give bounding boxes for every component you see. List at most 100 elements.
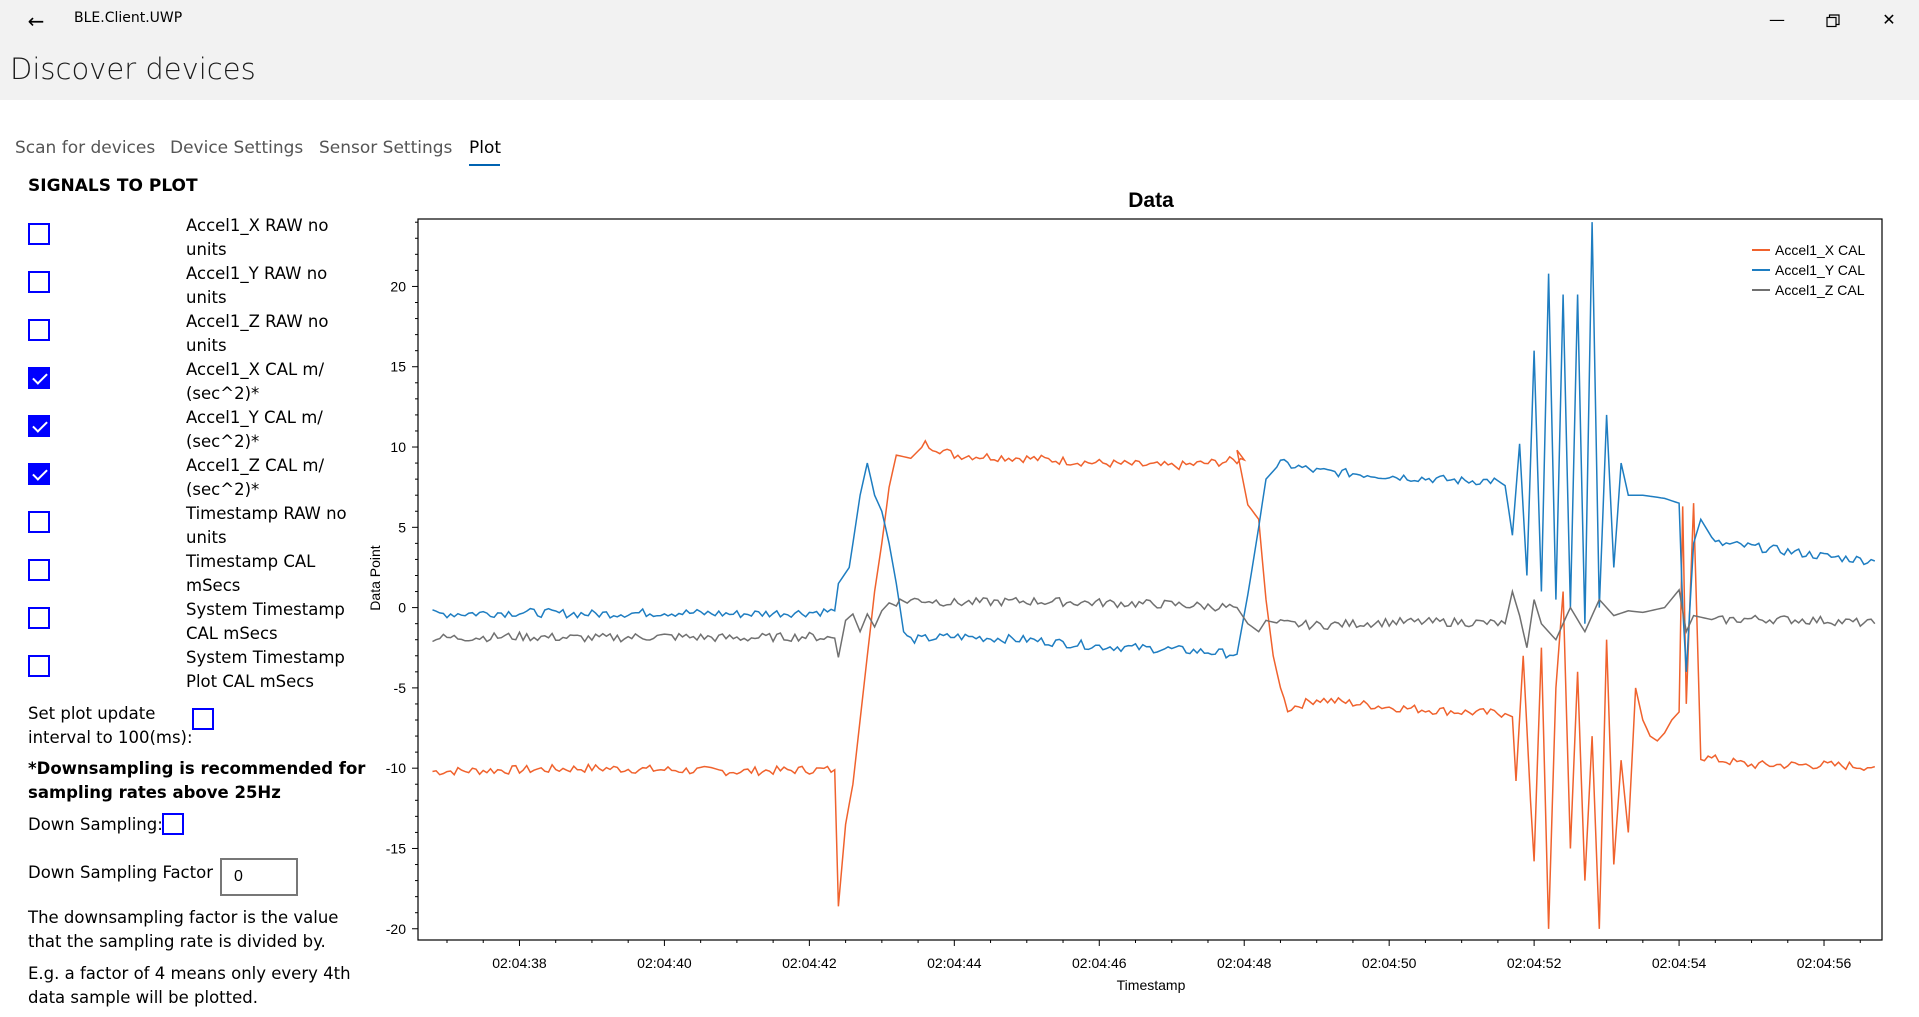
x-tick-label: 02:04:40: [637, 955, 692, 971]
close-icon[interactable]: ✕: [1882, 10, 1896, 29]
series-line-0: [432, 439, 1876, 929]
signal-label-line1: Accel1_X RAW no: [186, 216, 329, 235]
signal-label-line2: Plot CAL mSecs: [186, 672, 314, 691]
downsampling-example: E.g. a factor of 4 means only every 4th …: [28, 962, 351, 1010]
y-axis-label: Data Point: [367, 545, 383, 610]
x-tick-label: 02:04:42: [782, 955, 837, 971]
signal-checkbox[interactable]: [28, 367, 50, 389]
chart-legend: Accel1_X CAL Accel1_Y CAL Accel1_Z CAL: [1752, 242, 1865, 298]
signal-label-line2: (sec^2)*: [186, 480, 260, 499]
signal-label: Accel1_Y RAW no units: [186, 262, 356, 310]
signal-row[interactable]: Timestamp RAW no units: [28, 504, 348, 552]
interval-checkbox[interactable]: [192, 708, 214, 730]
y-axis: -20 -15 -10 -5 0 5 10 15 20: [386, 221, 418, 937]
series-group: [432, 222, 1876, 929]
signal-row[interactable]: Timestamp CAL mSecs: [28, 552, 348, 600]
signal-row[interactable]: Accel1_Z RAW no units: [28, 312, 348, 360]
x-tick-label: 02:04:46: [1072, 955, 1127, 971]
x-tick-label: 02:04:54: [1652, 955, 1707, 971]
info1-line2: that the sampling rate is divided by.: [28, 932, 326, 951]
signal-label-line2: units: [186, 336, 227, 355]
legend-label: Accel1_Y CAL: [1775, 262, 1865, 278]
signal-checkbox[interactable]: [28, 511, 50, 533]
signal-checkbox[interactable]: [28, 559, 50, 581]
signal-label-line2: units: [186, 288, 227, 307]
signal-label-line1: Timestamp RAW no: [186, 504, 347, 523]
signal-label: System Timestamp Plot CAL mSecs: [186, 646, 356, 694]
downsampling-warning: *Downsampling is recommended for samplin…: [28, 757, 365, 805]
downsampling-label: Down Sampling:: [28, 815, 163, 834]
signal-label-line2: (sec^2)*: [186, 384, 260, 403]
signal-label: Accel1_Y CAL m/ (sec^2)*: [186, 406, 356, 454]
interval-label-line1: Set plot update: [28, 704, 156, 723]
interval-label-line2: interval to 100(ms):: [28, 728, 193, 747]
restore-icon[interactable]: [1810, 2, 1856, 38]
info2-line2: data sample will be plotted.: [28, 988, 258, 1007]
series-line-2: [432, 588, 1876, 658]
signal-checkbox[interactable]: [28, 607, 50, 629]
signal-row[interactable]: System Timestamp Plot CAL mSecs: [28, 648, 348, 696]
y-tick-label: -20: [386, 921, 406, 937]
info2-line1: E.g. a factor of 4 means only every 4th: [28, 964, 351, 983]
tab-device-settings[interactable]: Device Settings: [170, 138, 304, 158]
x-tick-label: 02:04:38: [492, 955, 547, 971]
x-axis-label: Timestamp: [1117, 977, 1186, 993]
interval-label: Set plot update interval to 100(ms):: [28, 702, 193, 750]
y-tick-label: 5: [398, 519, 406, 535]
title-bar: ← BLE.Client.UWP — ✕ Discover devices: [0, 0, 1919, 100]
back-arrow-icon[interactable]: ←: [27, 9, 45, 33]
info1-line1: The downsampling factor is the value: [28, 908, 339, 927]
signal-label-line1: System Timestamp: [186, 600, 345, 619]
tab-sensor-settings[interactable]: Sensor Settings: [319, 138, 453, 158]
y-tick-label: -10: [386, 760, 406, 776]
x-tick-label: 02:04:44: [927, 955, 982, 971]
signal-label-line2: CAL mSecs: [186, 624, 278, 643]
y-tick-label: -5: [394, 680, 407, 696]
legend-label: Accel1_X CAL: [1775, 242, 1865, 258]
signal-row[interactable]: Accel1_Y CAL m/ (sec^2)*: [28, 408, 348, 456]
legend-label: Accel1_Z CAL: [1775, 282, 1865, 298]
plot-area: [417, 218, 1883, 941]
x-tick-label: 02:04:50: [1362, 955, 1417, 971]
signal-checkbox[interactable]: [28, 463, 50, 485]
signal-checkbox[interactable]: [28, 655, 50, 677]
restore-icon-shape: [1826, 13, 1840, 27]
signal-label-line1: Accel1_Y RAW no: [186, 264, 328, 283]
downsampling-factor-input[interactable]: [220, 858, 298, 896]
signal-row[interactable]: Accel1_Z CAL m/ (sec^2)*: [28, 456, 348, 504]
signal-checkbox[interactable]: [28, 415, 50, 437]
x-tick-label: 02:04:56: [1797, 955, 1852, 971]
signal-label-line2: units: [186, 240, 227, 259]
signal-label: Accel1_X CAL m/ (sec^2)*: [186, 358, 356, 406]
y-tick-label: 20: [390, 278, 406, 294]
tab-scan-for-devices[interactable]: Scan for devices: [15, 138, 156, 158]
app-title: BLE.Client.UWP: [74, 10, 183, 26]
signal-checkbox[interactable]: [28, 223, 50, 245]
chart-title: Data: [1128, 189, 1174, 212]
signal-row[interactable]: System Timestamp CAL mSecs: [28, 600, 348, 648]
signal-checkbox[interactable]: [28, 319, 50, 341]
x-tick-label: 02:04:48: [1217, 955, 1272, 971]
x-tick-label: 02:04:52: [1507, 955, 1562, 971]
signal-label-line2: mSecs: [186, 576, 241, 595]
signal-label-line1: System Timestamp: [186, 648, 345, 667]
series-line-1: [432, 222, 1876, 672]
signals-heading: SIGNALS TO PLOT: [28, 176, 198, 196]
x-axis: 02:04:38 02:04:40 02:04:42 02:04:44 02:04:46…: [446, 940, 1861, 971]
signal-row[interactable]: Accel1_X RAW no units: [28, 216, 348, 264]
minimize-icon[interactable]: —: [1769, 10, 1785, 29]
signal-label: Accel1_Z CAL m/ (sec^2)*: [186, 454, 356, 502]
signal-label-line1: Accel1_X CAL m/: [186, 360, 325, 379]
warning-line1: *Downsampling is recommended for: [28, 759, 366, 778]
warning-line2: sampling rates above 25Hz: [28, 783, 281, 802]
signal-label-line1: Accel1_Z RAW no: [186, 312, 329, 331]
signal-label-line2: (sec^2)*: [186, 432, 260, 451]
signal-label-line2: units: [186, 528, 227, 547]
tab-plot[interactable]: Plot: [469, 138, 502, 158]
y-tick-label: 15: [390, 359, 406, 375]
downsampling-checkbox[interactable]: [162, 813, 184, 835]
signal-checkbox[interactable]: [28, 271, 50, 293]
signal-label: Accel1_Z RAW no units: [186, 310, 356, 358]
signal-row[interactable]: Accel1_X CAL m/ (sec^2)*: [28, 360, 348, 408]
signal-row[interactable]: Accel1_Y RAW no units: [28, 264, 348, 312]
